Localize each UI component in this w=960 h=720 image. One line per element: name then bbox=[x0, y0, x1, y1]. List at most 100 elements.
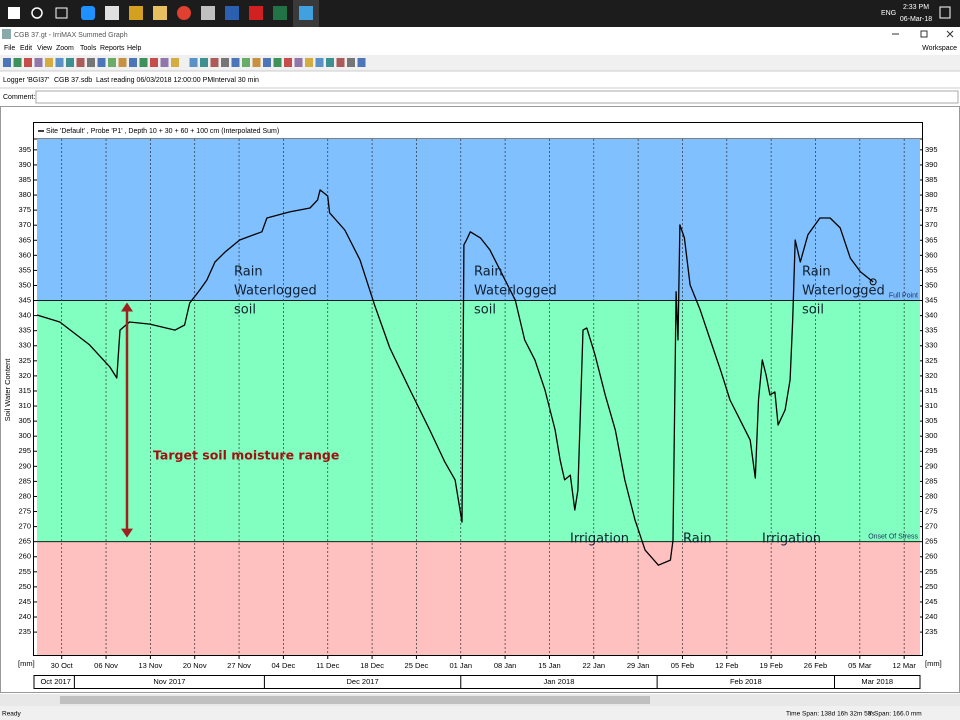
annotation: Waterlogged bbox=[474, 284, 557, 299]
toolbar-button[interactable] bbox=[87, 58, 95, 67]
y-tick-label-right: 245 bbox=[925, 597, 938, 606]
clock-time[interactable]: 2:33 PM bbox=[903, 4, 929, 11]
toolbar-button[interactable] bbox=[252, 58, 261, 67]
toolbar-button[interactable] bbox=[139, 58, 148, 67]
y-tick-label: 265 bbox=[18, 537, 31, 546]
toolbar-button[interactable] bbox=[305, 58, 313, 67]
toolbar-button[interactable] bbox=[294, 58, 303, 67]
toolbar-button[interactable] bbox=[45, 58, 53, 67]
menu-item[interactable]: Help bbox=[127, 45, 142, 52]
toolbar-button[interactable] bbox=[160, 58, 169, 67]
y-tick-label: 370 bbox=[18, 220, 31, 229]
taskbar-icon[interactable] bbox=[81, 6, 95, 20]
menu-item[interactable]: Edit bbox=[20, 45, 32, 52]
toolbar-button[interactable] bbox=[273, 58, 282, 67]
range-arrow-head bbox=[121, 302, 133, 312]
taskbar bbox=[0, 0, 960, 27]
month-label: Nov 2017 bbox=[153, 677, 185, 686]
y-tick-label-right: 320 bbox=[925, 371, 938, 380]
y-tick-label-right: 280 bbox=[925, 491, 938, 500]
search-button[interactable] bbox=[31, 7, 43, 19]
clock-date[interactable]: 06-Mar-18 bbox=[900, 16, 932, 23]
taskbar-icon[interactable] bbox=[299, 6, 313, 20]
toolbar-button[interactable] bbox=[97, 58, 106, 67]
start-button[interactable] bbox=[8, 7, 20, 19]
toolbar-button[interactable] bbox=[242, 58, 250, 67]
chart-box bbox=[33, 122, 923, 656]
menu-item[interactable]: Tools bbox=[80, 45, 97, 52]
y-tick-label-right: 345 bbox=[925, 296, 938, 305]
y-tick-label: 380 bbox=[18, 190, 31, 199]
taskbar-icon[interactable] bbox=[153, 6, 167, 20]
menu-item[interactable]: Zoom bbox=[56, 45, 74, 52]
menu-item[interactable]: Reports bbox=[100, 45, 125, 52]
taskbar-icon[interactable] bbox=[273, 6, 287, 20]
zone-above bbox=[37, 139, 920, 301]
toolbar-button[interactable] bbox=[13, 58, 22, 67]
toolbar-button[interactable] bbox=[315, 58, 324, 67]
maximize-button[interactable] bbox=[920, 30, 928, 38]
toolbar-button[interactable] bbox=[150, 58, 158, 67]
y-tick-label: 295 bbox=[18, 446, 31, 455]
y-tick-label: 390 bbox=[18, 160, 31, 169]
notifications[interactable] bbox=[939, 6, 951, 19]
x-tick-label: 27 Nov bbox=[227, 661, 251, 670]
toolbar-button[interactable] bbox=[263, 58, 271, 67]
toolbar-button[interactable] bbox=[347, 58, 355, 67]
toolbar-button[interactable] bbox=[55, 58, 64, 67]
y-tick-label-right: 235 bbox=[925, 627, 938, 636]
toolbar-button[interactable] bbox=[171, 58, 179, 67]
toolbar-button[interactable] bbox=[336, 58, 345, 67]
toolbar-button[interactable] bbox=[3, 58, 11, 67]
y-tick-label: 310 bbox=[18, 401, 31, 410]
toolbar-button[interactable] bbox=[118, 58, 127, 67]
taskbar-icon[interactable] bbox=[201, 6, 215, 20]
toolbar-button[interactable] bbox=[200, 58, 208, 67]
y-tick-label: 255 bbox=[18, 567, 31, 576]
taskbar-icon[interactable] bbox=[129, 6, 143, 20]
taskbar-icon[interactable] bbox=[177, 6, 191, 20]
toolbar-button[interactable] bbox=[357, 58, 366, 67]
toolbar-button[interactable] bbox=[76, 58, 85, 67]
toolbar-button[interactable] bbox=[231, 58, 240, 67]
toolbar-button[interactable] bbox=[221, 58, 229, 67]
x-tick-label: 20 Nov bbox=[183, 661, 207, 670]
y-tick-label-right: 295 bbox=[925, 446, 938, 455]
toolbar-button[interactable] bbox=[129, 58, 137, 67]
series-line bbox=[36, 189, 874, 566]
menu-item[interactable]: View bbox=[37, 45, 53, 52]
x-tick-label: 04 Dec bbox=[272, 661, 296, 670]
language[interactable]: ENG bbox=[881, 10, 896, 17]
toolbar-button[interactable] bbox=[210, 58, 219, 67]
task-view[interactable] bbox=[55, 7, 68, 19]
close-button[interactable] bbox=[946, 30, 954, 38]
comment-input[interactable] bbox=[35, 90, 959, 104]
x-tick-label: 29 Jan bbox=[627, 661, 650, 670]
taskbar-icon[interactable] bbox=[105, 6, 119, 20]
y-tick-label-right: 390 bbox=[925, 160, 938, 169]
toolbar-button[interactable] bbox=[189, 58, 198, 67]
taskbar-icon[interactable] bbox=[225, 6, 239, 20]
toolbar-button[interactable] bbox=[34, 58, 43, 67]
x-tick-label: 18 Dec bbox=[360, 661, 384, 670]
annotation: Rain bbox=[234, 265, 263, 280]
y-tick-label: 385 bbox=[18, 175, 31, 184]
toolbar-button[interactable] bbox=[284, 58, 292, 67]
menu-item[interactable]: File bbox=[4, 45, 15, 52]
workspace-menu[interactable]: Workspace bbox=[922, 45, 957, 52]
scroll-thumb[interactable] bbox=[60, 696, 650, 704]
taskbar-icon[interactable] bbox=[249, 6, 263, 20]
toolbar-button[interactable] bbox=[24, 58, 32, 67]
x-tick-label: 13 Nov bbox=[139, 661, 163, 670]
x-tick-label: 12 Feb bbox=[715, 661, 738, 670]
y-tick-label-right: 255 bbox=[925, 567, 938, 576]
toolbar-button[interactable] bbox=[66, 58, 74, 67]
toolbar-button[interactable] bbox=[326, 58, 334, 67]
window-title: CGB 37.gt - IrriMAX Summed Graph bbox=[14, 32, 128, 39]
x-tick-label: 30 Oct bbox=[51, 661, 74, 670]
toolbar-button[interactable] bbox=[108, 58, 116, 67]
logger-info: CGB 37.sdb bbox=[54, 77, 92, 84]
y-span: Y Span: 166.0 mm bbox=[868, 711, 922, 718]
